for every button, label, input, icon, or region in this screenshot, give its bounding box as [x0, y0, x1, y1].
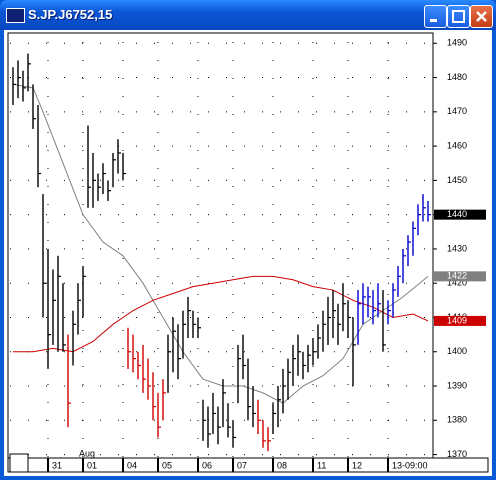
y-tick-label: 1370 — [447, 449, 467, 459]
title-bar: S.JP.J6752,15 — [0, 0, 496, 30]
y-tick-label: 1470 — [447, 106, 467, 116]
y-tick-label: 1380 — [447, 415, 467, 425]
month-label: Aug — [79, 448, 95, 458]
y-tick-label: 1490 — [447, 38, 467, 48]
plot-frame — [7, 32, 434, 459]
x-tick-label: 07 — [237, 460, 247, 470]
minimize-button[interactable] — [424, 5, 447, 28]
x-tick-label: 13-09:00 — [392, 460, 428, 470]
y-tick-label: 1430 — [447, 243, 467, 253]
price-marker-label: 1440 — [447, 209, 467, 219]
y-tick-label: 1450 — [447, 175, 467, 185]
x-axis-band — [7, 457, 489, 473]
x-tick-label: 12 — [352, 460, 362, 470]
x-tick-label: 01 — [87, 460, 97, 470]
x-tick-label: 04 — [127, 460, 137, 470]
price-marker — [434, 315, 486, 326]
app-icon — [6, 8, 25, 23]
y-tick-label: 1420 — [447, 278, 467, 288]
y-tick-label: 1460 — [447, 140, 467, 150]
chart: 1370138013901400141014201430144014501460… — [4, 30, 492, 476]
window-title: S.JP.J6752,15 — [28, 7, 113, 22]
x-tick-label: 11 — [317, 460, 326, 470]
price-marker-label: 1422 — [447, 271, 467, 281]
maximize-button[interactable] — [447, 5, 470, 28]
x-tick-label: 06 — [202, 460, 212, 470]
moving-average — [13, 275, 429, 353]
price-marker — [434, 271, 486, 282]
corner-box — [9, 453, 29, 473]
y-tick-label: 1390 — [447, 380, 467, 390]
price-marker — [434, 209, 486, 220]
moving-average — [12, 83, 429, 404]
close-button[interactable] — [470, 5, 493, 28]
price-marker-label: 1409 — [447, 315, 467, 325]
y-tick-label: 1480 — [447, 72, 467, 82]
x-tick-label: 05 — [162, 460, 172, 470]
y-tick-label: 1400 — [447, 346, 467, 356]
x-tick-label: 08 — [277, 460, 287, 470]
x-tick-label: 31 — [52, 460, 62, 470]
